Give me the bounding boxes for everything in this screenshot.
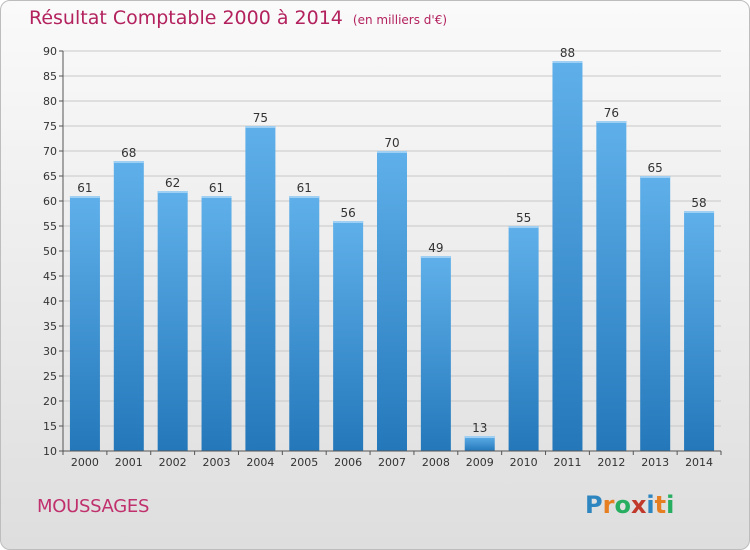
bar-highlight xyxy=(640,176,671,178)
value-label: 68 xyxy=(121,146,136,160)
bars xyxy=(69,61,715,451)
bar-highlight xyxy=(69,196,100,198)
logo-letter: P xyxy=(585,491,603,519)
bar xyxy=(201,196,232,451)
bar-highlight xyxy=(552,61,583,63)
bar-highlight xyxy=(377,151,407,153)
bar xyxy=(69,196,100,451)
value-label: 13 xyxy=(472,421,487,435)
value-label: 61 xyxy=(297,181,312,195)
axes xyxy=(62,51,721,452)
logo-letter: t xyxy=(654,491,667,519)
bar-highlight xyxy=(333,221,364,223)
logo-letter: i xyxy=(666,491,675,519)
y-tick-label: 70 xyxy=(43,145,57,158)
y-tick-label: 75 xyxy=(43,120,57,133)
bar xyxy=(377,151,407,451)
y-tick-label: 10 xyxy=(43,445,57,458)
x-tick-label: 2008 xyxy=(422,456,450,469)
y-tick-label: 35 xyxy=(43,320,57,333)
y-tick-label: 30 xyxy=(43,345,57,358)
bar xyxy=(420,256,451,451)
bar-highlight xyxy=(596,121,627,123)
value-labels: 61 68 62 61 75 61 56 70 49 13 55 88 76 65 58 xyxy=(77,46,706,435)
y-tick-label: 50 xyxy=(43,245,57,258)
value-label: 58 xyxy=(691,196,706,210)
y-tick-label: 90 xyxy=(43,45,57,58)
y-tick-label: 85 xyxy=(43,70,57,83)
bar-highlight xyxy=(420,256,451,258)
proxiti-logo: Proxiti xyxy=(585,491,674,519)
value-label: 62 xyxy=(165,176,180,190)
value-label: 49 xyxy=(428,241,443,255)
bar xyxy=(113,161,144,451)
x-tick-label: 2006 xyxy=(334,456,362,469)
value-label: 56 xyxy=(340,206,355,220)
bar xyxy=(508,226,539,451)
y-tick-label: 20 xyxy=(43,395,57,408)
x-tick-label: 2010 xyxy=(510,456,538,469)
x-tick-label: 2009 xyxy=(466,456,494,469)
y-tick-label: 45 xyxy=(43,270,57,283)
x-tick-label: 2014 xyxy=(685,456,713,469)
value-label: 61 xyxy=(209,181,224,195)
bar xyxy=(684,211,715,451)
y-tick-label: 80 xyxy=(43,95,57,108)
logo-letter: i xyxy=(646,491,655,519)
bar xyxy=(289,196,320,451)
x-tick-label: 2011 xyxy=(553,456,581,469)
value-label: 76 xyxy=(604,106,619,120)
x-tick-label: 2001 xyxy=(115,456,143,469)
bar xyxy=(245,126,276,451)
x-tick-label: 2012 xyxy=(597,456,625,469)
logo-letter: r xyxy=(602,491,615,519)
chart-unit-note: (en milliers d'€) xyxy=(352,13,448,27)
y-tick-label: 65 xyxy=(43,170,57,183)
bar-highlight xyxy=(289,196,320,198)
value-label: 61 xyxy=(77,181,92,195)
place-name: MOUSSAGES xyxy=(37,496,150,517)
bar-highlight xyxy=(201,196,232,198)
bar-highlight xyxy=(157,191,188,193)
value-label: 75 xyxy=(253,111,268,125)
x-axis-ticks: 2000 2001 2002 2003 2004 2005 2006 2007 2008 2009… xyxy=(62,451,722,469)
bar-highlight xyxy=(684,211,715,213)
x-tick-label: 2013 xyxy=(641,456,669,469)
bar xyxy=(464,436,495,451)
y-tick-label: 55 xyxy=(43,220,57,233)
bar-highlight xyxy=(245,126,276,128)
y-tick-label: 25 xyxy=(43,370,57,383)
y-tick-label: 60 xyxy=(43,195,57,208)
y-tick-label: 40 xyxy=(43,295,57,308)
x-tick-label: 2004 xyxy=(246,456,274,469)
bar-highlight xyxy=(113,161,144,163)
chart-title-block: Résultat Comptable 2000 à 2014 (en millie… xyxy=(29,7,447,29)
logo-letter: o xyxy=(614,491,631,519)
value-label: 88 xyxy=(560,46,575,60)
value-label: 65 xyxy=(648,161,663,175)
bar xyxy=(157,191,188,451)
bar xyxy=(552,61,583,451)
x-tick-label: 2003 xyxy=(203,456,231,469)
x-tick-label: 2002 xyxy=(159,456,187,469)
bar-highlight xyxy=(508,226,539,228)
x-tick-label: 2007 xyxy=(378,456,406,469)
logo-letter: x xyxy=(630,491,647,519)
x-tick-label: 2000 xyxy=(71,456,99,469)
bar xyxy=(596,121,627,451)
bar-highlight xyxy=(464,436,495,438)
value-label: 70 xyxy=(384,136,399,150)
chart-title: Résultat Comptable 2000 à 2014 xyxy=(29,7,343,29)
bar xyxy=(333,221,364,451)
x-tick-label: 2005 xyxy=(290,456,318,469)
value-label: 55 xyxy=(516,211,531,225)
y-tick-label: 15 xyxy=(43,420,57,433)
y-axis-ticks: 10 15 20 25 30 35 40 45 50 55 60 65 70 75 80 85 90 xyxy=(43,45,63,458)
bar xyxy=(640,176,671,451)
